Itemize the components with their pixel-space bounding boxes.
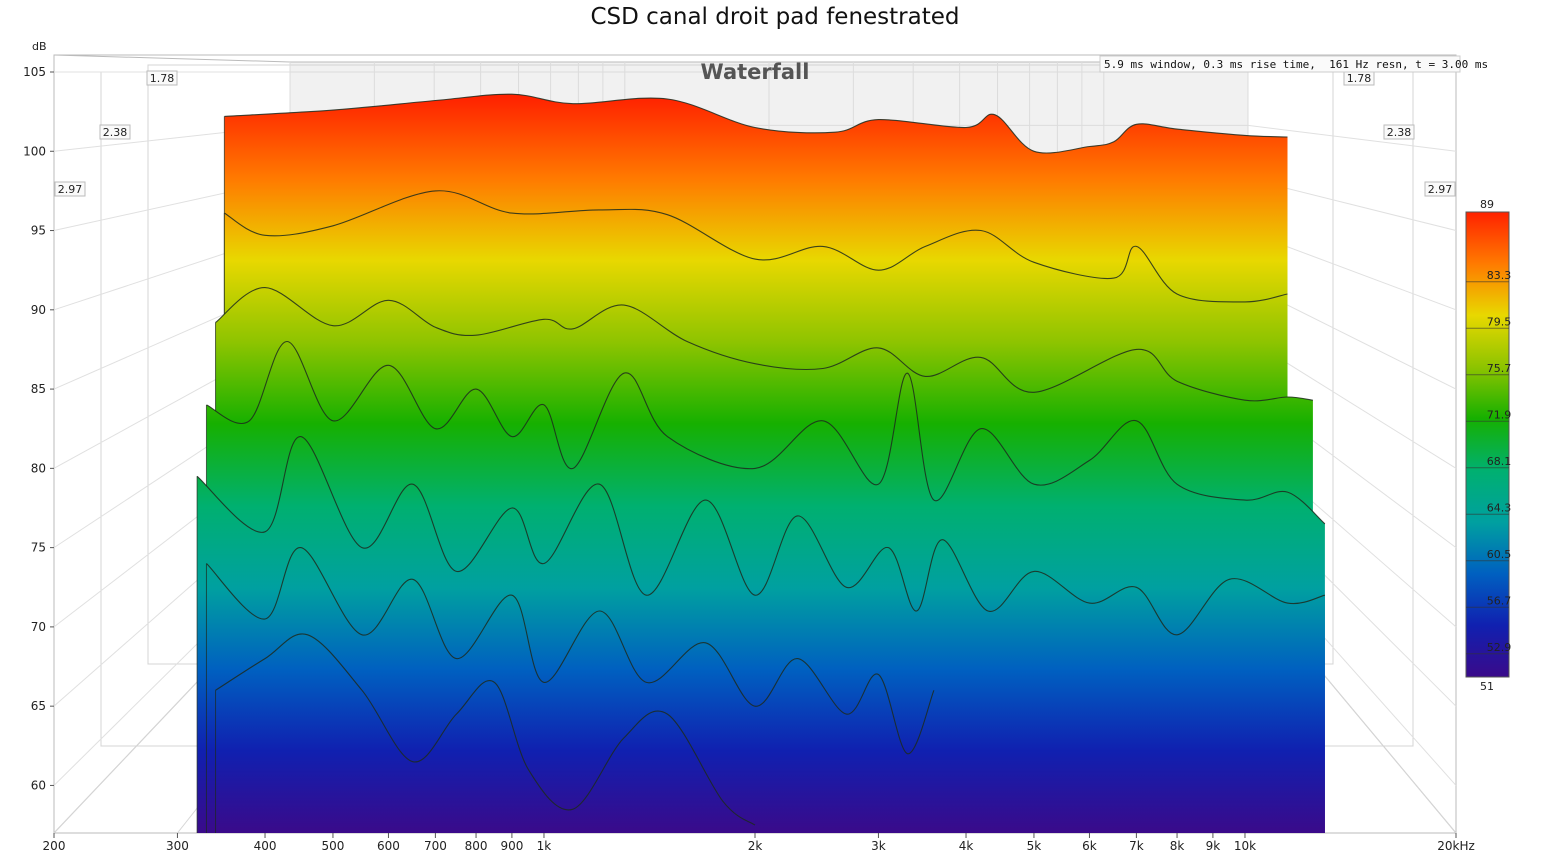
time-label: 2.38 — [103, 126, 128, 139]
time-label: 2.97 — [58, 183, 83, 196]
x-tick-label: 7k — [1129, 839, 1144, 853]
x-tick-label: 200 — [43, 839, 66, 853]
colorbar: 89 83.3 79.5 75.7 71.9 68.1 64.3 60.5 56.7 52.9 51 — [1465, 198, 1512, 693]
time-label-box — [54, 181, 86, 197]
waterfall-slice-line — [206, 547, 935, 755]
waterfall-slice-line — [224, 93, 1288, 154]
x-tick-label: 10k — [1234, 839, 1256, 853]
y-tick-label: 100 — [23, 144, 46, 158]
waterfall-slice-line — [206, 340, 1326, 525]
time-label: 2.97 — [1428, 183, 1453, 196]
waterfall-slice-line — [215, 287, 1313, 402]
time-label-box — [1424, 181, 1456, 197]
x-tick-label: 1k — [537, 839, 552, 853]
colorbar-label: 68.1 — [1487, 455, 1512, 468]
box-edge — [53, 54, 291, 63]
y-tick-label: 85 — [31, 382, 46, 396]
waterfall-slice-line — [215, 633, 756, 826]
waterfall-slice-fill — [215, 633, 755, 833]
y-axis-label: dB — [32, 40, 47, 53]
x-tick-label: 600 — [377, 839, 400, 853]
x-tick-label: 9k — [1206, 839, 1221, 853]
x-tick-label: 900 — [500, 839, 523, 853]
waterfall-slice-line — [196, 436, 1326, 636]
x-tick-label: 5k — [1027, 839, 1042, 853]
time-label: 2.38 — [1387, 126, 1412, 139]
x-tick-label: 400 — [254, 839, 277, 853]
analysis-annotation: 5.9 ms window, 0.3 ms rise time, 161 Hz … — [1104, 58, 1488, 71]
colorbar-label: 64.3 — [1487, 501, 1512, 514]
side-grid-line — [1247, 124, 1457, 152]
y-tick-label: 95 — [31, 224, 46, 238]
x-tick-label: 500 — [322, 839, 345, 853]
y-tick-label: 80 — [31, 461, 46, 475]
colorbar-label: 51 — [1480, 680, 1494, 693]
colorbar-label: 52.9 — [1487, 641, 1512, 654]
y-tick-label: 65 — [31, 699, 46, 713]
colorbar-label: 56.7 — [1487, 594, 1512, 607]
x-tick-label: 700 — [424, 839, 447, 853]
waterfall-series-layer — [196, 93, 1326, 834]
y-tick-label: 60 — [31, 778, 46, 792]
x-tick-label: 8k — [1170, 839, 1185, 853]
x-tick-label: 4k — [959, 839, 974, 853]
time-label-box — [99, 124, 131, 140]
y-tick-label: 90 — [31, 303, 46, 317]
colorbar-label: 89 — [1480, 198, 1494, 211]
x-axis-ticks: 200 300 400 500 600 700 800 900 1k 2k 3k 4k 5k 6k 7k 8k… — [43, 833, 1475, 853]
y-tick-label: 75 — [31, 541, 46, 555]
time-labels: 1.78 1.78 2.38 2.38 2.97 2.97 — [54, 70, 1456, 197]
colorbar-label: 75.7 — [1487, 362, 1512, 375]
y-tick-label: 70 — [31, 620, 46, 634]
colorbar-label: 60.5 — [1487, 548, 1512, 561]
time-label: 1.78 — [150, 72, 175, 85]
x-tick-label: 6k — [1082, 839, 1097, 853]
x-tick-label: 2k — [748, 839, 763, 853]
time-label-box — [1383, 124, 1415, 140]
waterfall-slice-line — [224, 190, 1288, 303]
inplot-title: Waterfall — [701, 60, 810, 84]
x-tick-label: 300 — [166, 839, 189, 853]
colorbar-label: 71.9 — [1487, 408, 1512, 421]
time-label-box — [146, 70, 178, 86]
x-tick-label: 3k — [871, 839, 886, 853]
time-label: 1.78 — [1347, 72, 1372, 85]
chart-title: CSD canal droit pad fenestrated — [590, 4, 960, 30]
x-tick-label: 800 — [465, 839, 488, 853]
colorbar-label: 79.5 — [1487, 315, 1512, 328]
y-tick-label: 105 — [23, 65, 46, 79]
colorbar-label: 83.3 — [1487, 269, 1512, 282]
x-tick-label: 20kHz — [1437, 839, 1475, 853]
colorbar-bar — [1465, 211, 1510, 678]
y-axis-ticks: 60 65 70 75 80 85 90 95 100 105 — [23, 65, 54, 792]
annotation-box — [1099, 55, 1461, 73]
